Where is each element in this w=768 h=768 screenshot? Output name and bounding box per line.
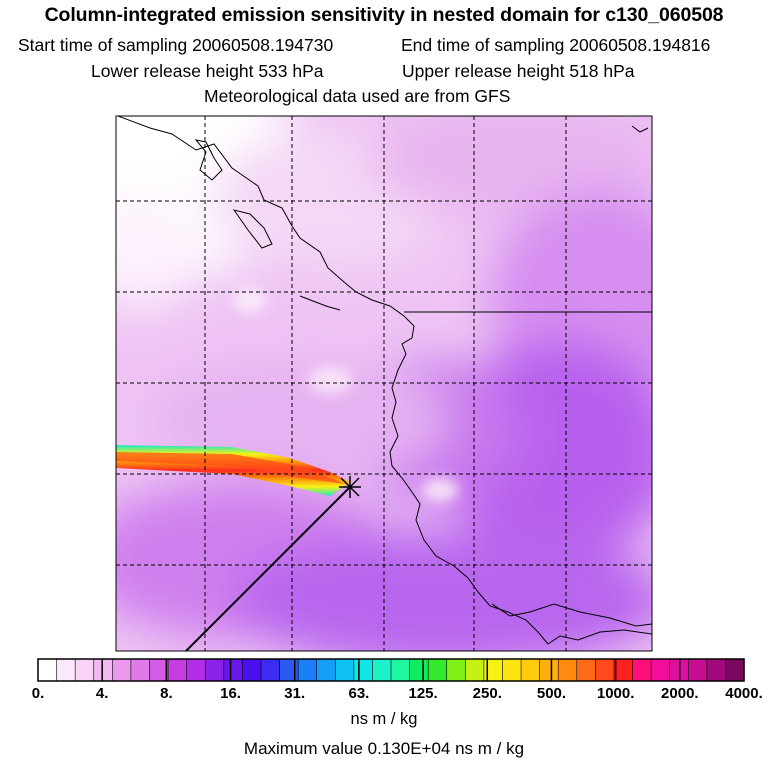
colorbar-cell xyxy=(205,659,225,681)
max-value-label: Maximum value 0.130E+04 ns m / kg xyxy=(243,739,525,758)
colorbar-cell xyxy=(316,659,336,681)
end-time-label: End time of sampling 20060508.194816 xyxy=(401,35,711,55)
colorbar-cell xyxy=(483,659,504,681)
colorbar-cell xyxy=(186,659,206,681)
colorbar-cell xyxy=(409,659,429,681)
colorbar-cell xyxy=(56,659,76,681)
colorbar-cell xyxy=(75,659,95,681)
sensitivity-field xyxy=(116,116,652,651)
colorbar-cell xyxy=(725,659,745,681)
colorbar-cell xyxy=(595,659,615,681)
colorbar-cell xyxy=(539,659,559,681)
colorbar-tick-label: 8. xyxy=(160,685,173,702)
colorbar-cell xyxy=(446,659,466,681)
colorbar-tick-label: 63. xyxy=(348,685,370,702)
colorbar-tick-label: 4. xyxy=(95,685,109,702)
colorbar-cell xyxy=(688,659,708,681)
colorbar-cell xyxy=(372,659,392,681)
colorbar-tick-label: 125. xyxy=(408,685,438,702)
colorbar-cell xyxy=(651,659,671,681)
colorbar-unit: ns m / kg xyxy=(350,710,418,728)
colorbar-cell xyxy=(260,659,281,681)
colorbar-frame xyxy=(37,658,745,682)
colorbar-cell xyxy=(112,659,132,681)
colorbar-cell xyxy=(558,659,578,681)
colorbar-cell xyxy=(242,659,262,681)
colorbar-tick-label: 16. xyxy=(220,685,241,702)
start-time-label: Start time of sampling 20060508.194730 xyxy=(18,35,334,55)
map-title: Column-integrated emission sensitivity i… xyxy=(44,4,724,26)
colorbar-tick-label: 31. xyxy=(284,685,306,702)
colorbar-cell xyxy=(465,659,485,681)
upper-release-height-label: Upper release height 518 hPa xyxy=(402,61,635,81)
colorbar-cell xyxy=(149,659,169,681)
colorbar-cell xyxy=(706,659,727,681)
coastline xyxy=(117,116,549,645)
map-frame xyxy=(115,115,653,652)
colorbar-cell xyxy=(428,659,448,681)
colorbar-cell xyxy=(130,659,151,681)
colorbar-cell xyxy=(613,659,634,681)
colorbar-tick-label: 500. xyxy=(536,685,567,702)
colorbar-cell xyxy=(38,659,58,681)
colorbar-cell xyxy=(632,659,652,681)
colorbar-cell xyxy=(521,659,541,681)
colorbar-tick-label: 2000. xyxy=(661,685,699,702)
release-marker xyxy=(339,476,361,498)
lower-release-height-label: Lower release height 533 hPa xyxy=(91,61,324,81)
colorbar-cell xyxy=(298,659,318,681)
graticule xyxy=(116,116,652,651)
colorbar-cell xyxy=(576,659,596,681)
colorbar-cell xyxy=(168,659,188,681)
colorbar-cell xyxy=(223,659,243,681)
flight-track xyxy=(185,486,351,651)
met-data-label: Meteorological data used are from GFS xyxy=(204,86,511,106)
colorbar-tick-label: 0. xyxy=(31,685,45,702)
colorbar-cell xyxy=(335,659,355,681)
colorbar-tick-label: 250. xyxy=(472,685,502,702)
colorbar-cell xyxy=(391,659,411,681)
colorbar-cell xyxy=(279,659,299,681)
colorbar-tick-label: 1000. xyxy=(596,685,635,702)
colorbar-cell xyxy=(93,659,113,681)
colorbar-cell xyxy=(353,659,374,681)
colorbar-cell xyxy=(502,659,522,681)
colorbar-tick-label: 4000. xyxy=(725,685,763,702)
